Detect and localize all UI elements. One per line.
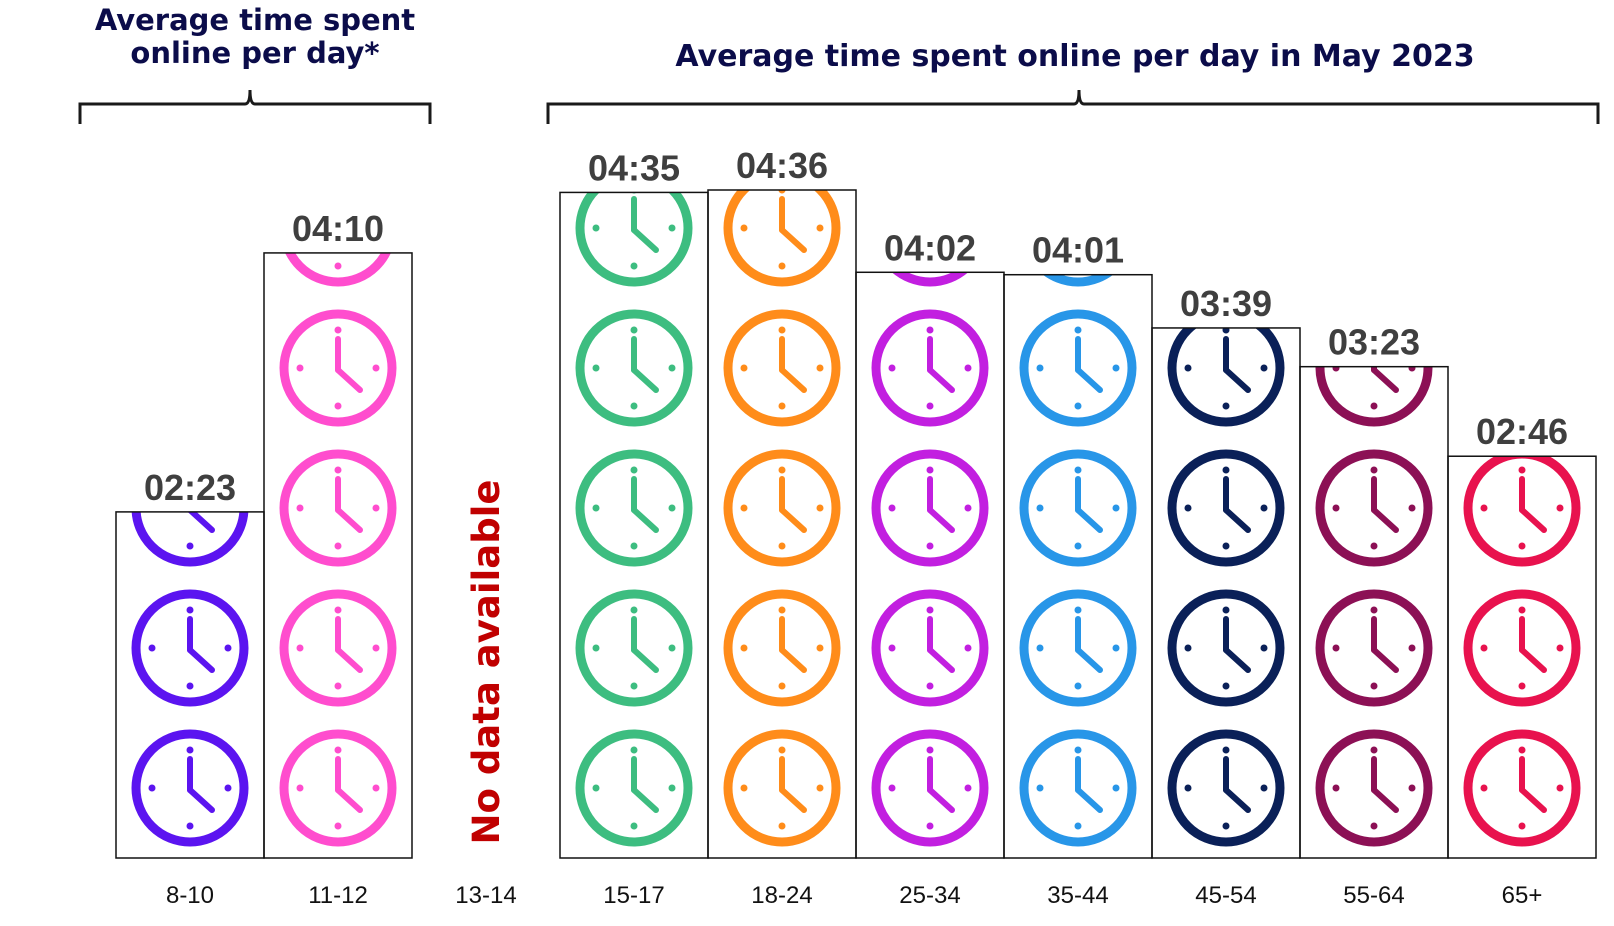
- left-group-header: Average time spent online per day*: [60, 4, 450, 70]
- left-header-line1: Average time spent: [94, 3, 416, 37]
- category-tick-label: 18-24: [751, 882, 812, 909]
- value-label: 04:01: [1032, 230, 1124, 271]
- bar-icon-stack: [723, 190, 841, 847]
- clock-icon: [723, 309, 841, 427]
- bar-outline: [1447, 455, 1597, 859]
- clock-icon: [279, 309, 397, 427]
- value-label: 03:23: [1328, 322, 1420, 363]
- bar-15-17: [559, 191, 709, 859]
- bar-icon-stack: [1315, 366, 1433, 847]
- value-label: 04:10: [292, 208, 384, 249]
- value-label: 04:36: [736, 145, 828, 186]
- clock-icon: [1463, 729, 1581, 847]
- category-tick-label: 13-14: [455, 882, 516, 909]
- clock-icon: [723, 729, 841, 847]
- bar-45-54: [1151, 327, 1301, 859]
- bar-icon-stack: [1167, 327, 1285, 847]
- no-data-label: No data available: [465, 480, 508, 845]
- value-label: 02:23: [144, 467, 236, 508]
- clock-icon: [285, 252, 391, 287]
- value-label: 03:39: [1180, 283, 1272, 324]
- clock-icon: [1463, 589, 1581, 707]
- value-label: 02:46: [1476, 411, 1568, 452]
- bar-25-34: [855, 271, 1005, 859]
- category-tick-label: 45-54: [1195, 882, 1256, 909]
- left-header-line2: online per day*: [130, 36, 380, 70]
- clock-icon: [871, 449, 989, 567]
- clock-icon: [723, 190, 841, 287]
- right-group-header: Average time spent online per day in May…: [675, 39, 1475, 74]
- clock-icon: [575, 449, 693, 567]
- bar-outline: [263, 252, 413, 859]
- bar-18-24: [707, 189, 857, 859]
- bar-35-44: [1003, 273, 1153, 859]
- category-tick-label: 11-12: [308, 882, 368, 909]
- clock-icon: [279, 589, 397, 707]
- clock-icon: [1167, 589, 1285, 707]
- clock-icon: [891, 272, 969, 287]
- value-label: 04:02: [884, 227, 976, 268]
- bar-icon-stack: [1463, 456, 1581, 847]
- category-tick-label: 15-17: [603, 882, 664, 909]
- clock-icon: [1463, 456, 1581, 567]
- bar-55-64: [1299, 365, 1449, 859]
- clock-icon: [131, 589, 249, 707]
- category-tick-label: 55-64: [1343, 882, 1404, 909]
- category-tick-label: 25-34: [899, 882, 960, 909]
- clock-icon: [871, 309, 989, 427]
- category-tick-label: 35-44: [1047, 882, 1108, 909]
- clock-icon: [575, 589, 693, 707]
- bar-icon-stack: [131, 511, 249, 847]
- clock-icon: [1167, 449, 1285, 567]
- clock-icon: [131, 729, 249, 847]
- clock-icon: [723, 449, 841, 567]
- clock-icon: [871, 729, 989, 847]
- bar-icon-stack: [575, 192, 693, 847]
- bar-11-12: [263, 252, 413, 859]
- bars-layer: 8-10 02:23 11-12 04:10 13-14 No data availabl…: [115, 145, 1597, 909]
- clock-icon: [871, 589, 989, 707]
- clock-icon: [1315, 729, 1433, 847]
- clock-icon: [575, 192, 693, 287]
- clock-icon: [279, 449, 397, 567]
- left-group-brace: [78, 89, 432, 124]
- clock-icon: [1042, 274, 1114, 287]
- clock-icon: [1315, 366, 1433, 427]
- value-label: 04:35: [588, 147, 680, 188]
- clock-icon: [1167, 327, 1285, 427]
- category-tick-label: 8-10: [166, 882, 214, 909]
- clock-icon: [575, 729, 693, 847]
- clock-icon: [1019, 449, 1137, 567]
- bar-icon-stack: [279, 252, 397, 847]
- clock-icon: [723, 589, 841, 707]
- clock-icon: [1315, 449, 1433, 567]
- clock-icon: [1019, 729, 1137, 847]
- bar-65+: [1447, 455, 1597, 859]
- category-tick-label: 65+: [1502, 882, 1543, 909]
- bar-icon-stack: [871, 272, 989, 847]
- clock-icon: [1019, 309, 1137, 427]
- clock-icon: [1167, 729, 1285, 847]
- clock-icon: [279, 729, 397, 847]
- clock-icon: [131, 511, 249, 567]
- clock-icon: [575, 309, 693, 427]
- right-group-brace: [546, 89, 1600, 124]
- clock-icon: [1019, 589, 1137, 707]
- clock-icon: [1315, 589, 1433, 707]
- bar-icon-stack: [1019, 274, 1137, 847]
- bar-8-10: [115, 511, 265, 859]
